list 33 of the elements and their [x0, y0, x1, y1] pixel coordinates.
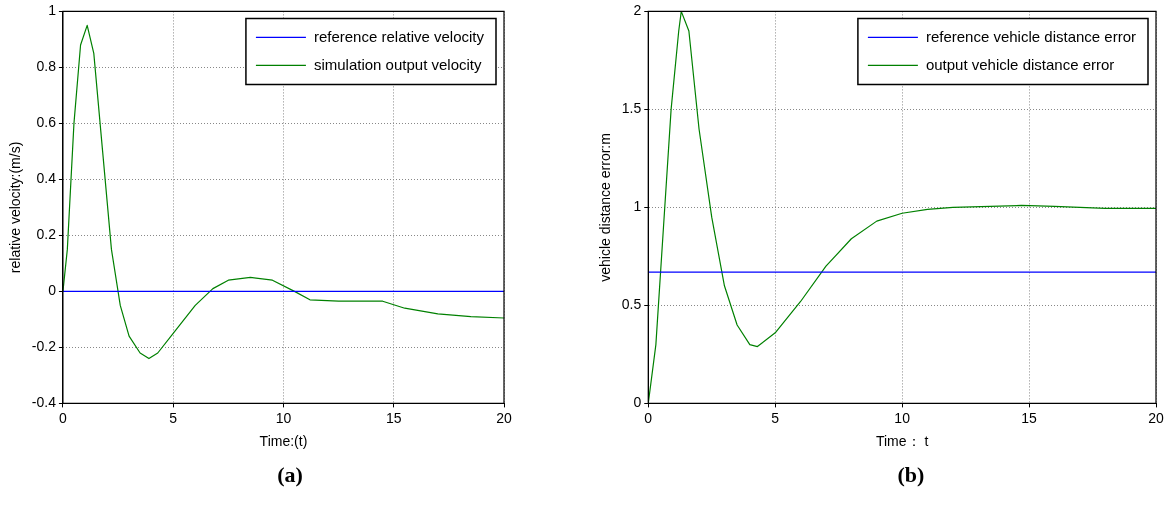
legend-label: output vehicle distance error [925, 55, 1115, 73]
y-axis-title: vehicle distance error:m [597, 133, 614, 282]
y-tick-label: 0.2 [36, 226, 57, 243]
x-tick-label: 15 [1021, 409, 1038, 426]
x-axis-title: Time： t [875, 433, 929, 450]
x-axis-title: Time:(t) [259, 433, 308, 450]
y-tick-label: 2 [633, 2, 642, 19]
y-tick-label: 0 [48, 282, 57, 299]
y-tick-label: 0.5 [621, 296, 642, 313]
x-tick-label: 5 [169, 409, 178, 426]
y-tick-label: 0.4 [36, 170, 57, 187]
y-tick-label: 1 [633, 198, 642, 215]
y-tick-label: 0.6 [36, 114, 57, 131]
y-tick-label: -0.2 [31, 338, 57, 355]
text: (a) [276, 462, 304, 488]
y-tick-label: 0 [633, 394, 642, 411]
y-axis-title: relative velocity:(m/s) [7, 141, 24, 274]
legend-label: reference vehicle distance error [925, 27, 1137, 45]
x-tick-label: 5 [771, 409, 780, 426]
y-tick-label: 1 [48, 2, 57, 19]
legend-label: reference relative velocity [313, 27, 485, 45]
legend-label: simulation output velocity [313, 55, 483, 73]
y-tick-label: 0.8 [36, 58, 57, 75]
text: (b) [896, 462, 926, 488]
x-tick-label: 0 [59, 409, 68, 426]
x-tick-label: 10 [894, 409, 911, 426]
x-tick-label: 15 [385, 409, 402, 426]
y-tick-label: 1.5 [621, 100, 642, 117]
x-tick-label: 20 [1148, 409, 1164, 426]
y-tick-label: -0.4 [31, 394, 57, 411]
x-tick-label: 20 [496, 409, 512, 426]
x-tick-label: 0 [644, 409, 653, 426]
x-tick-label: 10 [275, 409, 292, 426]
